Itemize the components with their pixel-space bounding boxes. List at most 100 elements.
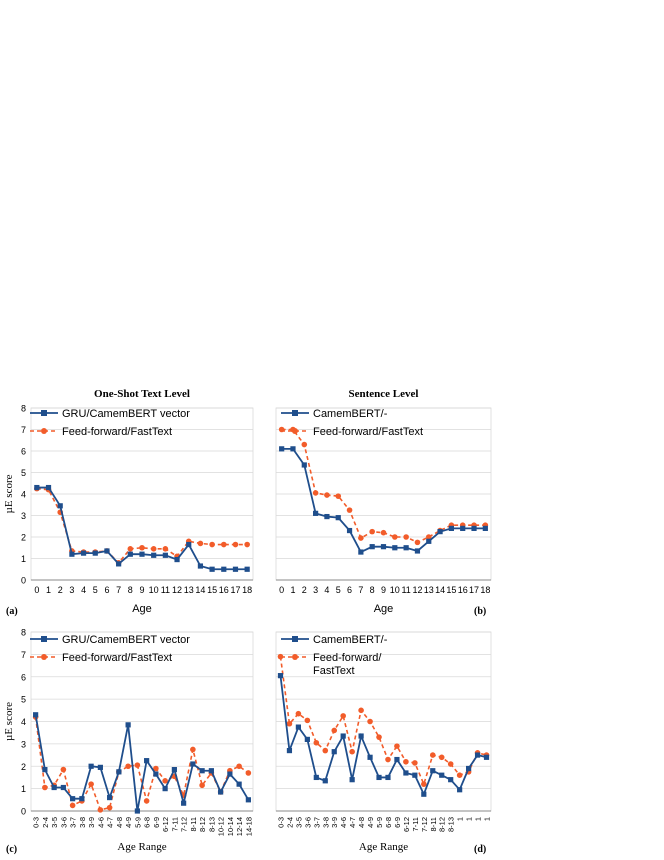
y-tick-label: 1	[21, 554, 26, 564]
x-tick-label: 7-11	[170, 817, 179, 831]
data-point	[295, 710, 302, 717]
y-tick-label: 5	[21, 468, 26, 478]
x-tick-label: 10	[149, 585, 159, 595]
data-point	[209, 541, 215, 548]
x-tick-label: 1	[465, 817, 474, 821]
x-tick-label: 3-6	[59, 817, 68, 828]
data-point	[245, 797, 251, 803]
legend-label: Feed-forward/FastText	[62, 426, 172, 438]
data-point	[380, 529, 387, 536]
data-point	[116, 769, 122, 775]
data-point	[483, 754, 490, 760]
x-tick-label: 4-6	[339, 817, 348, 828]
data-point	[60, 784, 66, 791]
data-point	[460, 525, 466, 531]
data-point	[322, 747, 329, 754]
x-tick-label: 12-14	[235, 817, 244, 836]
data-point	[286, 720, 293, 727]
x-tick-label: 4-9	[124, 817, 133, 828]
data-point	[471, 525, 477, 531]
chart-title: One-Shot Text Level	[94, 388, 190, 400]
x-tick-label: 7	[116, 585, 121, 595]
data-point	[221, 566, 227, 572]
x-tick-label: 5-9	[375, 817, 384, 828]
y-tick-label: 5	[21, 695, 26, 705]
data-point	[42, 784, 48, 791]
x-tick-label: 2	[302, 585, 307, 595]
y-tick-label: 3	[21, 511, 26, 521]
data-point	[437, 529, 443, 535]
data-point	[392, 534, 398, 540]
x-tick-label: 7-11	[411, 817, 420, 831]
y-axis-label: µE score	[3, 702, 15, 741]
legend-marker	[292, 410, 298, 416]
x-tick-label: 3-8	[78, 817, 87, 828]
x-tick-label: 1	[483, 817, 492, 821]
data-point	[425, 534, 432, 540]
x-tick-label: 10	[390, 585, 400, 595]
chart-title: Sentence Level	[349, 388, 419, 400]
x-tick-label: 5	[336, 585, 341, 595]
data-point	[209, 566, 215, 572]
x-tick-label: 16	[458, 585, 468, 595]
y-tick-label: 2	[21, 762, 26, 772]
panel-tag: (c)	[6, 844, 17, 855]
data-point	[153, 765, 159, 772]
data-point	[232, 566, 239, 572]
data-point	[34, 484, 40, 491]
x-axis-label: Age	[132, 603, 152, 615]
x-tick-label: 6-8	[384, 817, 393, 828]
x-tick-label: 3	[313, 585, 318, 595]
data-point	[313, 774, 319, 781]
y-tick-label: 2	[21, 533, 26, 543]
data-point	[106, 804, 113, 811]
x-tick-label: 12	[412, 585, 422, 595]
x-tick-label: 13	[184, 585, 194, 595]
data-point	[236, 763, 242, 770]
data-point	[438, 754, 445, 761]
x-tick-label: 3-9	[330, 817, 339, 828]
data-point	[457, 787, 463, 793]
legend-marker	[41, 410, 47, 416]
data-point	[295, 724, 301, 730]
data-point	[190, 761, 196, 767]
data-point	[322, 778, 328, 784]
x-tick-label: 3-7	[312, 817, 321, 828]
data-point	[392, 545, 398, 551]
data-point	[324, 492, 330, 498]
data-point	[313, 739, 320, 746]
y-axis-label: µE score	[3, 474, 15, 513]
data-point	[369, 544, 375, 550]
x-tick-label: 8	[128, 585, 133, 595]
panel-tag: (a)	[6, 606, 18, 617]
x-tick-label: 8-11	[429, 817, 438, 831]
x-tick-label: 2	[58, 585, 63, 595]
data-point	[403, 770, 409, 776]
data-point	[244, 541, 250, 548]
chart-panel-d: 0-3 2-4 3-5 3-6 3-7 3-8 3-9 4-6 4-7 4-8 4-9 5-9 6-8 6…	[275, 631, 492, 855]
x-axis-label: Age Range	[359, 841, 408, 853]
data-point	[482, 525, 488, 531]
y-tick-label: 0	[21, 807, 26, 817]
x-tick-label: 1	[456, 817, 465, 821]
data-point	[335, 515, 341, 521]
data-point	[286, 747, 293, 754]
x-tick-label: 15	[446, 585, 456, 595]
x-tick-label: 0	[279, 585, 284, 595]
x-tick-label: 4	[324, 585, 329, 595]
data-point	[456, 772, 463, 778]
data-point	[104, 548, 110, 554]
x-tick-label: 3-5	[294, 817, 303, 828]
data-point	[125, 722, 131, 728]
data-point	[447, 761, 454, 767]
x-tick-label: 4-9	[366, 817, 375, 828]
data-point	[385, 774, 391, 781]
data-point	[448, 777, 454, 783]
data-point	[245, 770, 252, 776]
data-point	[403, 545, 409, 551]
data-point	[236, 781, 242, 787]
data-point	[403, 534, 409, 540]
data-point	[153, 771, 159, 777]
